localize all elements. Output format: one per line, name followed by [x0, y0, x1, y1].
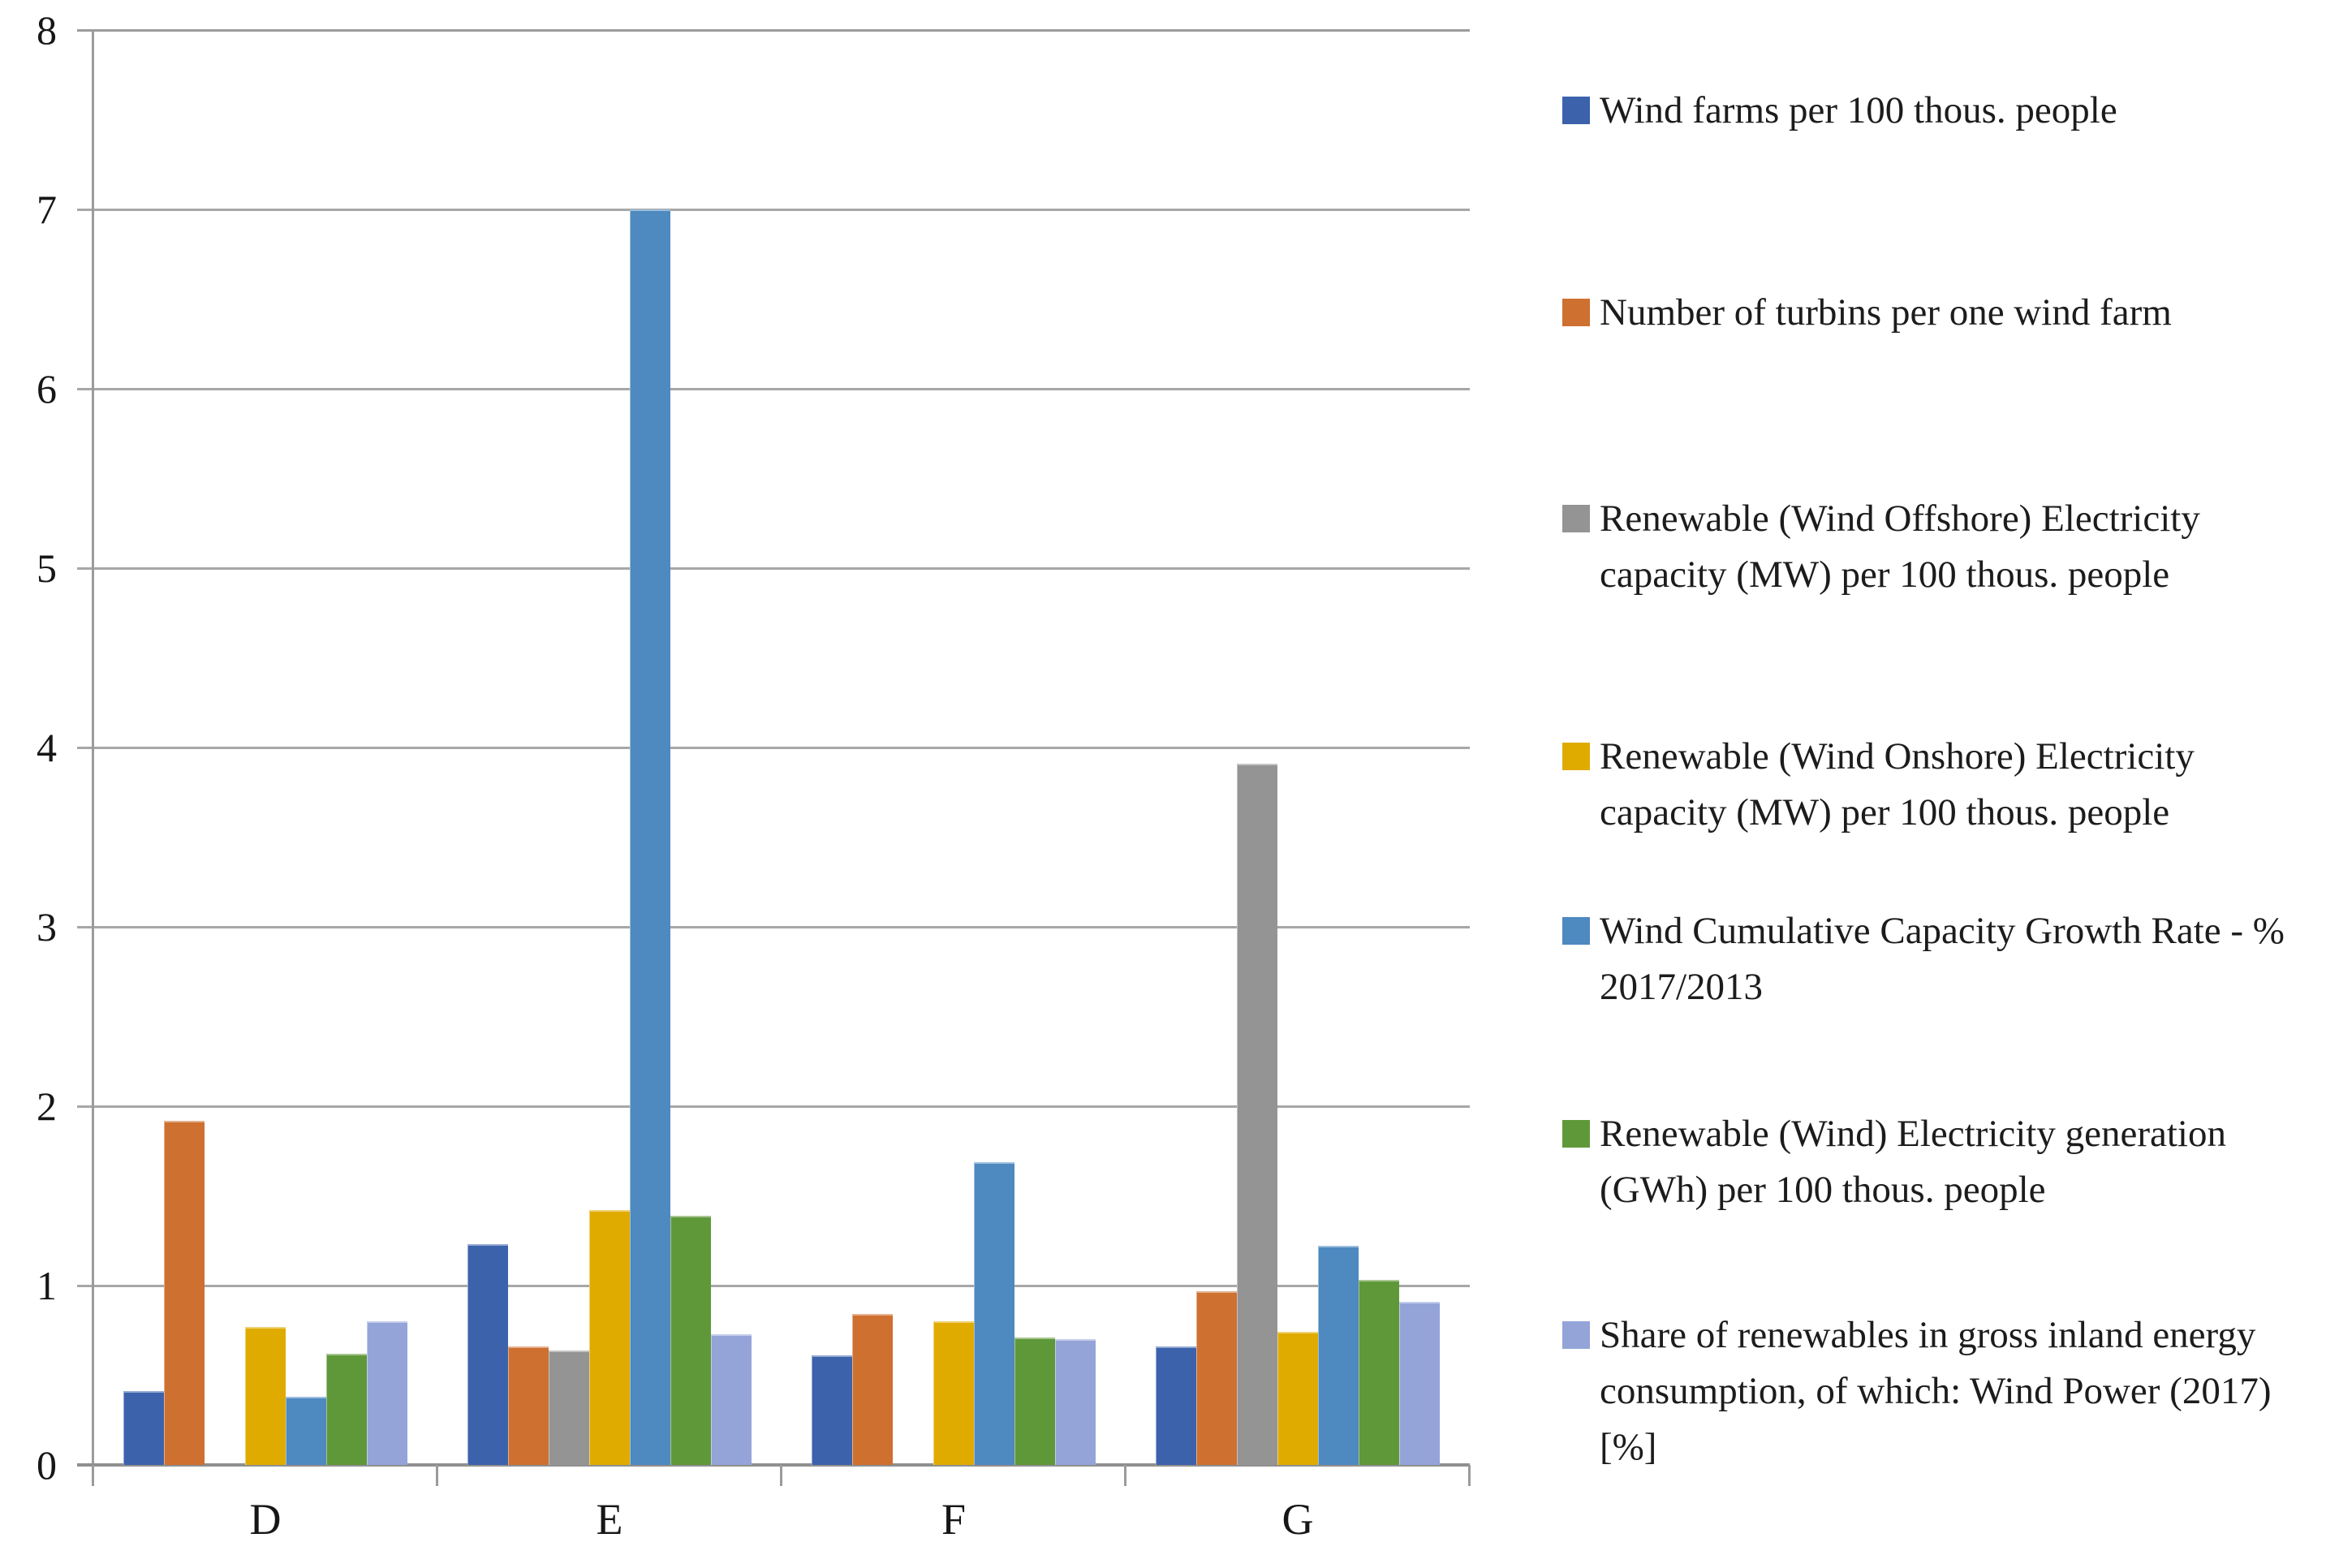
y-axis-tick-label: 5: [37, 545, 57, 591]
y-axis-tick-label: 2: [37, 1083, 57, 1129]
gridline: [77, 209, 1470, 211]
x-axis-category-label: F: [941, 1495, 967, 1544]
bar-G-4: [1277, 1332, 1318, 1465]
x-axis-tick: [436, 1465, 438, 1486]
bar-D-1: [123, 1391, 164, 1465]
bar-E-6: [670, 1216, 711, 1465]
bar-G-7: [1399, 1302, 1440, 1465]
legend-item: Wind Cumulative Capacity Growth Rate - %…: [1562, 903, 2314, 1015]
bar-D-6: [326, 1354, 367, 1465]
legend-swatch: [1562, 505, 1590, 532]
bar-F-4: [933, 1321, 974, 1465]
gridline: [77, 29, 1470, 32]
legend-swatch: [1562, 1321, 1590, 1349]
bar-G-6: [1359, 1280, 1399, 1465]
y-axis-tick-label: 0: [37, 1442, 57, 1488]
legend-item: Wind farms per 100 thous. people: [1562, 83, 2314, 139]
bar-G-3: [1237, 764, 1277, 1465]
bar-D-5: [286, 1397, 326, 1465]
y-axis-tick-label: 3: [37, 904, 57, 950]
y-axis-tick-label: 7: [37, 187, 57, 232]
x-axis-tick: [780, 1465, 782, 1486]
bar-E-2: [508, 1346, 549, 1465]
bar-D-7: [367, 1321, 407, 1465]
y-axis-tick-label: 8: [37, 7, 57, 53]
legend-label: Renewable (Wind Offshore) Electricity ca…: [1600, 498, 2200, 596]
bar-G-5: [1318, 1246, 1359, 1465]
legend-label: Number of turbins per one wind farm: [1600, 291, 2172, 334]
legend-swatch: [1562, 743, 1590, 770]
legend-label: Wind Cumulative Capacity Growth Rate - %…: [1600, 910, 2285, 1008]
legend-item: Renewable (Wind Onshore) Electricity cap…: [1562, 729, 2314, 841]
y-axis-line: [92, 29, 94, 1486]
legend-label: Share of renewables in gross inland ener…: [1600, 1314, 2272, 1468]
y-axis-tick-label: 4: [37, 725, 57, 770]
bar-G-1: [1156, 1346, 1196, 1465]
y-axis-tick-label: 6: [37, 366, 57, 411]
legend-label: Wind farms per 100 thous. people: [1600, 89, 2117, 131]
bar-F-2: [852, 1314, 893, 1465]
bar-F-7: [1055, 1339, 1096, 1465]
y-axis-tick-label: 1: [37, 1263, 57, 1308]
x-axis-category-label: E: [596, 1495, 623, 1544]
bar-F-1: [812, 1355, 852, 1465]
bar-D-4: [245, 1327, 286, 1465]
legend-swatch: [1562, 97, 1590, 124]
gridline: [77, 1105, 1470, 1108]
x-axis-tick: [1468, 1465, 1471, 1486]
legend-item: Number of turbins per one wind farm: [1562, 285, 2314, 341]
gridline: [77, 567, 1470, 570]
gridline: [77, 1285, 1470, 1287]
bar-E-5: [630, 209, 670, 1465]
x-axis-tick: [92, 1465, 94, 1486]
legend-swatch: [1562, 1120, 1590, 1148]
bar-E-7: [711, 1334, 752, 1465]
legend-item: Renewable (Wind Offshore) Electricity ca…: [1562, 491, 2314, 603]
x-axis-category-label: D: [249, 1495, 282, 1544]
bar-G-2: [1196, 1291, 1237, 1465]
legend-label: Renewable (Wind) Electricity generation …: [1600, 1113, 2226, 1211]
bar-F-5: [974, 1162, 1014, 1465]
legend-item: Share of renewables in gross inland ener…: [1562, 1307, 2314, 1475]
legend-swatch: [1562, 917, 1590, 945]
x-axis-category-label: G: [1281, 1495, 1314, 1544]
bar-E-1: [467, 1244, 508, 1465]
x-axis-line: [77, 1463, 1470, 1467]
gridline: [77, 388, 1470, 390]
bar-E-3: [549, 1350, 589, 1465]
gridline: [77, 747, 1470, 749]
legend-item: Renewable (Wind) Electricity generation …: [1562, 1106, 2314, 1218]
bar-D-2: [164, 1121, 205, 1465]
bar-E-4: [589, 1210, 630, 1465]
gridline: [77, 926, 1470, 928]
legend-label: Renewable (Wind Onshore) Electricity cap…: [1600, 735, 2195, 834]
x-axis-tick: [1124, 1465, 1126, 1486]
legend-swatch: [1562, 299, 1590, 326]
bar-F-6: [1014, 1338, 1055, 1465]
